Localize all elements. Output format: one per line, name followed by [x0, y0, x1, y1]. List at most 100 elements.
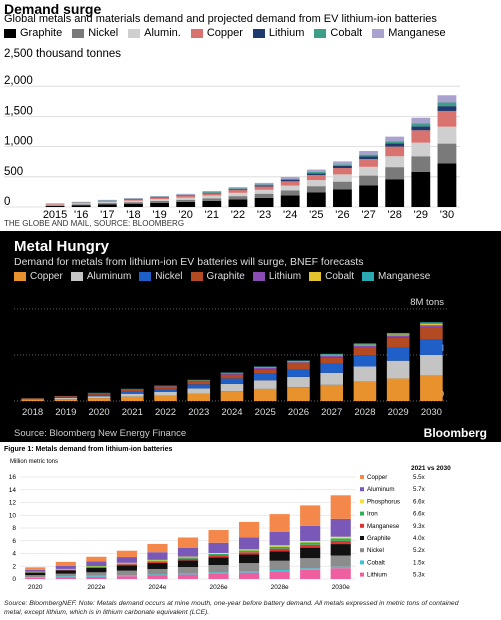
legend-label: Iron	[367, 511, 378, 518]
x-tick-label: 2026	[288, 407, 309, 418]
bar-segment	[253, 366, 277, 368]
bar-segment	[54, 397, 78, 399]
bar-segment	[202, 200, 222, 207]
bar-segment	[320, 372, 343, 385]
bar-segment	[177, 567, 199, 574]
bar-segment	[177, 547, 199, 557]
x-tick-label: 2024	[221, 407, 242, 418]
bar-segment	[71, 202, 91, 204]
bar-segment	[45, 203, 65, 205]
bar-segment	[333, 165, 352, 169]
bar-segment	[280, 185, 300, 191]
bar-segment	[187, 384, 211, 389]
legend-swatch	[360, 499, 364, 504]
chart-plot: 0 2 4 6 8 10 12 14 16 2020 2022e 2024e 2026e 2028e 203…	[9, 474, 426, 591]
ratio-label: 6.6x	[413, 498, 426, 505]
bar-segment	[359, 166, 378, 176]
bar-segment	[25, 569, 46, 572]
legend-swatch	[72, 28, 85, 38]
bar-segment	[202, 195, 222, 199]
bar-segment	[253, 367, 277, 368]
x-tick-label: '24	[283, 209, 297, 221]
legend-label: Copper	[206, 27, 243, 39]
bar-segment	[86, 567, 107, 573]
bar-segment	[87, 393, 111, 395]
bar-segment	[220, 391, 244, 401]
bar-segment	[420, 339, 443, 355]
ratio-label: 5.5x	[413, 474, 426, 481]
y-tick-label: 4	[12, 551, 16, 558]
x-tick-label: '16	[74, 209, 88, 221]
bar-segment	[300, 547, 321, 559]
bar-segment	[177, 537, 199, 548]
bar-segment	[147, 559, 168, 561]
bar-segment	[333, 168, 352, 175]
x-tick-label: '29	[414, 209, 428, 221]
bar-segment	[386, 360, 410, 379]
bar-segment	[116, 550, 137, 558]
bar-segment	[300, 569, 321, 579]
bar-segment	[121, 396, 144, 401]
x-tick-label: 2029	[388, 407, 409, 418]
y-tick-label: 500	[4, 166, 23, 178]
bar-segment	[386, 347, 410, 361]
legend-label: Lithium	[268, 271, 302, 282]
legend-label: Cobalt	[325, 271, 355, 282]
bar-segment	[202, 198, 222, 201]
bar-segment	[280, 176, 300, 179]
bar-segment	[97, 203, 117, 205]
bar-segment	[239, 537, 260, 550]
y-tick-label: 1,500	[4, 105, 33, 117]
legend-label: Copper	[367, 474, 387, 481]
bar-segment	[437, 143, 457, 164]
chart-subtitle: Global metals and materials demand and p…	[4, 13, 437, 25]
bar-segment	[385, 146, 405, 157]
legend-item: Graphite	[190, 271, 245, 282]
bar-segment	[220, 373, 244, 374]
x-tick-label: 2023	[188, 407, 209, 418]
legend-label: Graphite	[206, 271, 245, 282]
y-tick-label: 8M tons	[410, 297, 444, 308]
bar-segment	[116, 562, 137, 564]
bar-segment	[208, 553, 229, 556]
bar-segment	[147, 562, 168, 569]
chart-title: Demand surge	[4, 1, 102, 17]
y-tick-label: 6	[12, 538, 16, 545]
bar-segment	[253, 367, 277, 370]
legend-label: Alumin.	[144, 27, 181, 39]
bar-segment	[154, 391, 177, 396]
bar-segment	[330, 544, 351, 556]
bar-segment	[208, 557, 229, 566]
legend-swatch	[309, 272, 322, 281]
bar-segment	[21, 399, 44, 400]
bar-segment	[330, 518, 351, 537]
legend-swatch	[360, 572, 364, 577]
bar-segment	[437, 102, 457, 107]
bar-segment	[239, 571, 260, 573]
x-tick-label: 2022e	[87, 584, 105, 591]
bar-segment	[228, 187, 248, 189]
legend: Copper Aluminum Nickel Graphite Lithium Cobal…	[14, 271, 430, 282]
legend-item: Lithium	[252, 27, 304, 39]
bar-segment	[154, 386, 177, 389]
bar-segment	[306, 174, 326, 181]
legend-swatch	[360, 560, 364, 565]
chart-plot: 0 500 1,000 1,500 2,000 2015 '16 '17 '18 '19 '20 '2…	[4, 75, 460, 221]
bar-segment	[208, 572, 229, 574]
bar-segment	[254, 193, 274, 198]
bar-segment	[55, 577, 76, 579]
legend-swatch	[372, 28, 385, 38]
x-tick-label: 2020	[89, 407, 110, 418]
legend-label: Cobalt	[367, 559, 385, 566]
bar-segment	[220, 372, 244, 374]
bar-segment	[147, 574, 168, 576]
legend-label: Nickel	[367, 547, 384, 554]
x-tick-label: 2028	[354, 407, 375, 418]
bar-segment	[176, 201, 196, 207]
legend-swatch	[360, 487, 364, 492]
bar-segment	[86, 566, 107, 568]
bar-segment	[420, 354, 443, 376]
bar-segment	[385, 156, 405, 168]
ratio-label: 5.3x	[413, 572, 426, 579]
